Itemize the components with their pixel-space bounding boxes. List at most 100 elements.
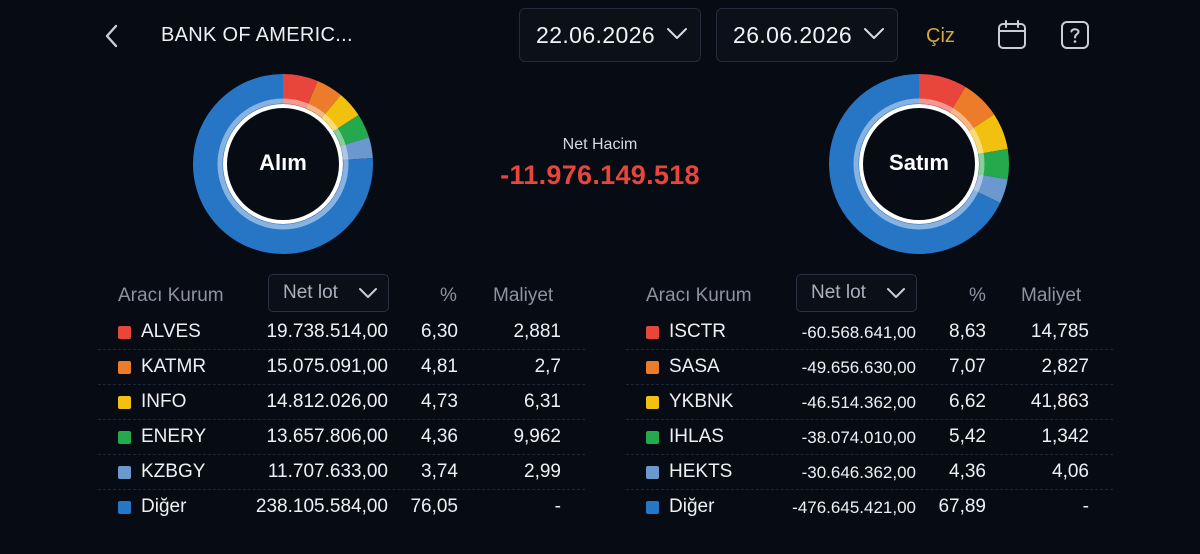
donut-inner-ring — [217, 98, 349, 230]
broker-name: KZBGY — [141, 461, 206, 482]
table-row[interactable]: YKBNK -46.514.362,00 6,62 41,863 — [626, 385, 1113, 420]
cost-value: 9,962 — [513, 426, 561, 447]
net-lot-value: -60.568.641,00 — [801, 323, 916, 342]
cost-value: 2,99 — [524, 461, 561, 482]
legend-swatch — [118, 431, 131, 444]
donut-slice — [306, 80, 341, 119]
broker-name: YKBNK — [669, 391, 734, 412]
net-lot-value: 11.707.633,00 — [267, 461, 388, 482]
buy-donut-chart — [193, 74, 373, 254]
table-row[interactable]: SASA -49.656.630,00 7,07 2,827 — [626, 350, 1113, 385]
percent-value: 7,07 — [949, 356, 986, 377]
cost-column-header: Maliyet — [1021, 285, 1082, 306]
cost-value: - — [1082, 496, 1089, 517]
donut-slice — [340, 137, 373, 161]
donut-slice — [193, 74, 373, 254]
chevron-left-icon — [105, 24, 118, 48]
percent-value: 4,81 — [421, 356, 458, 377]
broker-name: Diğer — [141, 496, 187, 517]
help-button[interactable] — [1059, 19, 1091, 51]
table-row[interactable]: HEKTS -30.646.362,00 4,36 4,06 — [626, 455, 1113, 490]
cost-value: 41,863 — [1030, 391, 1089, 412]
buy-label: Alım — [259, 150, 307, 175]
percent-value: 6,62 — [949, 391, 986, 412]
broker-name: Diğer — [669, 496, 715, 517]
table-row[interactable]: KATMR 15.075.091,00 4,81 2,7 — [98, 350, 585, 385]
broker-name: HEKTS — [669, 461, 733, 482]
net-lot-value: -49.656.630,00 — [801, 358, 916, 377]
table-row[interactable]: Diğer -476.645.421,00 67,89 - — [626, 490, 1113, 525]
percent-value: 8,63 — [949, 321, 986, 342]
chevron-down-icon — [864, 28, 884, 39]
calendar-button[interactable] — [996, 19, 1028, 51]
end-date-picker[interactable]: 26.06.2026 — [716, 8, 898, 62]
percent-column-header: % — [440, 285, 457, 306]
cost-value: 2,7 — [534, 356, 561, 377]
sort-label: Net lot — [283, 282, 338, 303]
donut-slice — [333, 115, 369, 147]
page-title: BANK OF AMERIC... — [161, 24, 353, 46]
chevron-down-icon — [359, 288, 377, 298]
percent-value: 4,36 — [949, 461, 986, 482]
buy-table: Aracı Kurum Net lot % Maliyet ALVES 19.73… — [98, 272, 585, 542]
back-button[interactable] — [98, 20, 126, 52]
net-lot-sort-dropdown[interactable]: Net lot — [796, 274, 917, 312]
net-lot-value: 238.105.584,00 — [255, 496, 388, 517]
cost-value: 2,827 — [1041, 356, 1089, 377]
percent-value: 6,30 — [421, 321, 458, 342]
legend-swatch — [646, 466, 659, 479]
broker-name: ISCTR — [669, 321, 726, 342]
buy-rows: ALVES 19.738.514,00 6,30 2,881 KATMR 15.075.0… — [98, 315, 585, 525]
table-row[interactable]: INFO 14.812.026,00 4,73 6,31 — [98, 385, 585, 420]
donut-slice — [829, 74, 1001, 254]
cost-column-header: Maliyet — [493, 285, 554, 306]
table-row[interactable]: Diğer 238.105.584,00 76,05 - — [98, 490, 585, 525]
net-lot-value: -38.074.010,00 — [801, 428, 916, 447]
percent-value: 76,05 — [410, 496, 458, 517]
start-date-value: 22.06.2026 — [536, 21, 656, 48]
net-lot-value: -476.645.421,00 — [792, 498, 916, 517]
broker-column-header: Aracı Kurum — [646, 285, 752, 306]
table-row[interactable]: ENERY 13.657.806,00 4,36 9,962 — [98, 420, 585, 455]
table-row[interactable]: ALVES 19.738.514,00 6,30 2,881 — [98, 315, 585, 350]
donut-slice — [949, 86, 995, 131]
donut-slice — [919, 74, 966, 113]
net-lot-value: -30.646.362,00 — [801, 463, 916, 482]
legend-swatch — [118, 501, 131, 514]
start-date-picker[interactable]: 22.06.2026 — [519, 8, 701, 62]
donut-slice — [973, 174, 1008, 203]
broker-name: IHLAS — [669, 426, 724, 447]
net-volume-label: Net Hacim — [562, 136, 638, 153]
legend-swatch — [118, 396, 131, 409]
cost-value: 14,785 — [1030, 321, 1089, 342]
percent-column-header: % — [969, 285, 986, 306]
donut-slice — [969, 114, 1008, 154]
chevron-down-icon — [887, 288, 905, 298]
broker-column-header: Aracı Kurum — [118, 285, 224, 306]
percent-value: 5,42 — [949, 426, 986, 447]
donut-slice — [321, 95, 359, 132]
cost-value: 2,881 — [513, 321, 561, 342]
table-row[interactable]: ISCTR -60.568.641,00 8,63 14,785 — [626, 315, 1113, 350]
legend-swatch — [118, 361, 131, 374]
percent-value: 4,73 — [421, 391, 458, 412]
donut-slice — [978, 148, 1009, 180]
net-lot-value: 13.657.806,00 — [266, 426, 388, 447]
donut-slice — [283, 74, 318, 109]
broker-name: ENERY — [141, 426, 207, 447]
end-date-value: 26.06.2026 — [733, 21, 853, 48]
net-lot-sort-dropdown[interactable]: Net lot — [268, 274, 389, 312]
legend-swatch — [646, 431, 659, 444]
sell-label: Satım — [889, 150, 949, 175]
legend-swatch — [646, 361, 659, 374]
table-row[interactable]: KZBGY 11.707.633,00 3,74 2,99 — [98, 455, 585, 490]
broker-name: ALVES — [141, 321, 201, 342]
legend-swatch — [118, 326, 131, 339]
table-row[interactable]: IHLAS -38.074.010,00 5,42 1,342 — [626, 420, 1113, 455]
draw-button[interactable]: Çiz — [926, 25, 955, 47]
broker-name: SASA — [669, 356, 720, 377]
cost-value: 1,342 — [1041, 426, 1089, 447]
net-volume-value: -11.976.149.518 — [500, 160, 700, 190]
calendar-icon — [998, 20, 1026, 49]
chevron-down-icon — [667, 28, 687, 39]
